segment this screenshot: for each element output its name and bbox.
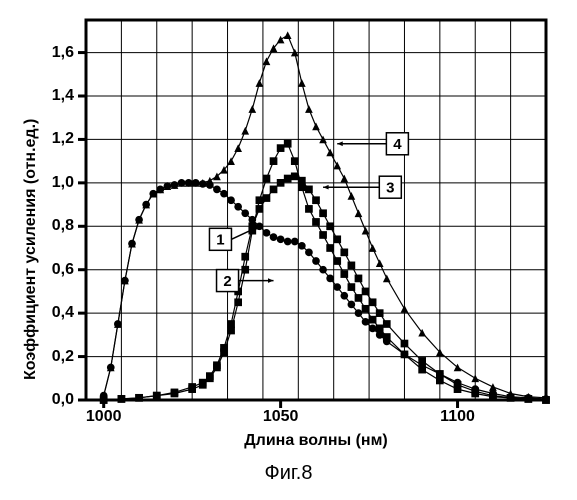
callout-label: 4 — [393, 136, 402, 153]
chart-canvas: 1 2 3 4 — [0, 0, 577, 420]
y-tick-label: 0,6 — [52, 261, 74, 279]
callout-label: 1 — [216, 232, 224, 249]
series-group — [100, 31, 550, 403]
y-axis-label: Коэффициент усиления (отн.ед.) — [22, 119, 40, 380]
callout-label: 2 — [223, 273, 231, 290]
y-tick-label: 1,4 — [52, 87, 74, 105]
y-tick-label: 0,0 — [52, 391, 74, 409]
figure-caption: Фиг.8 — [0, 462, 577, 485]
y-tick-label: 1,2 — [52, 130, 74, 148]
x-tick-label: 1100 — [433, 408, 483, 426]
x-axis-label: Длина волны (нм) — [86, 432, 546, 450]
y-tick-label: 1,0 — [52, 174, 74, 192]
x-tick-label: 1050 — [256, 408, 306, 426]
y-tick-label: 1,6 — [52, 44, 74, 62]
figure-container: Коэффициент усиления (отн.ед.) 1 2 3 4 1000… — [0, 0, 577, 500]
series-3 — [100, 172, 550, 403]
callout-label: 3 — [386, 179, 394, 196]
axis-frame — [86, 20, 546, 400]
grid — [86, 20, 546, 400]
x-tick-label: 1000 — [79, 408, 129, 426]
y-tick-label: 0,2 — [52, 348, 74, 366]
y-tick-label: 0,4 — [52, 304, 74, 322]
y-tick-label: 0,8 — [52, 217, 74, 235]
